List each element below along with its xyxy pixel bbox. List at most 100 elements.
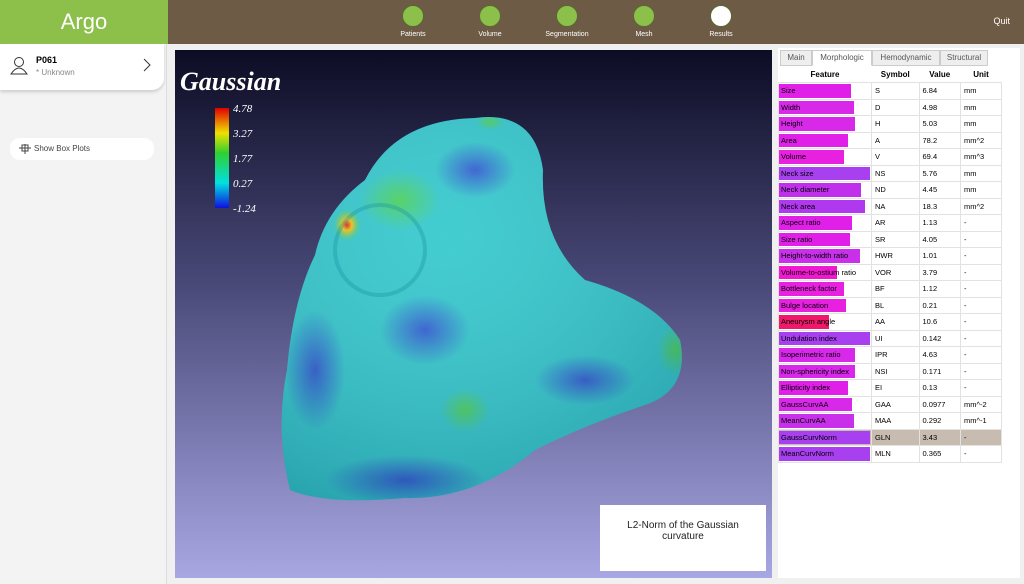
unit-cell: - <box>959 346 1003 364</box>
nav-item[interactable]: Results <box>681 4 761 38</box>
table-row[interactable]: Height-to-width ratio HWR 1.01- <box>778 247 1003 265</box>
value-cell: 10.6 <box>918 313 961 331</box>
feature-cell: Neck size <box>778 164 872 182</box>
feature-cell: Neck area <box>778 197 872 215</box>
feature-name: Volume <box>781 152 807 162</box>
viewport-title: Gaussian <box>180 67 281 96</box>
feature-bar <box>779 397 852 411</box>
feature-name: GaussCurvNorm <box>781 432 837 442</box>
unit-cell: - <box>959 379 1003 397</box>
feature-bar <box>779 447 871 461</box>
symbol-cell: VOR <box>871 263 920 281</box>
value-cell: 4.98 <box>918 98 961 116</box>
unit-cell: mm <box>959 181 1003 199</box>
feature-name: Size <box>781 86 796 96</box>
table-row[interactable]: Width D 4.98 mm <box>778 98 1003 116</box>
feature-name: Neck size <box>781 168 814 178</box>
tab[interactable]: Morphologic <box>812 50 872 66</box>
feature-cell: Aspect ratio <box>778 214 872 232</box>
table-row[interactable]: Neck size NS 5.76 mm <box>778 164 1003 182</box>
symbol-cell: D <box>871 98 920 116</box>
value-cell: 0.142 <box>918 329 961 347</box>
colorbar-label: -1.24 <box>233 203 256 215</box>
unit-cell: mm <box>959 115 1003 133</box>
tab[interactable]: Structural <box>940 50 988 66</box>
button-icon <box>19 143 31 154</box>
value-cell: 0.21 <box>918 296 961 314</box>
table-row[interactable]: MeanCurvNorm MLN 0.365- <box>778 445 1003 463</box>
table-row[interactable]: Area A 78.2 mm^2 <box>778 131 1003 149</box>
table-row[interactable]: GaussCurvNorm GLN 3.43- <box>778 428 1003 446</box>
feature-name: MeanCurvNorm <box>781 449 834 459</box>
table-row[interactable]: Size ratio SR 4.05- <box>778 230 1003 248</box>
table-row[interactable]: Aspect ratio AR 1.13- <box>778 214 1003 232</box>
symbol-cell: A <box>871 131 920 149</box>
nav-label: Segmentation <box>545 31 589 38</box>
nav-item[interactable]: Mesh <box>604 4 684 38</box>
feature-name: Size ratio <box>781 234 813 244</box>
tab[interactable]: Hemodynamic <box>872 50 940 66</box>
table-row[interactable]: Volume-to-ostium ratio VOR 3.79- <box>778 263 1003 281</box>
unit-cell: - <box>959 280 1003 298</box>
button-label: Show Box Plots <box>34 144 91 153</box>
value-cell: 18.3 <box>918 197 961 215</box>
table-row[interactable]: MeanCurvAA MAA 0.292 mm^-1 <box>778 412 1003 430</box>
feature-name: Width <box>781 102 801 112</box>
feature-name: Height <box>781 119 803 129</box>
feature-name: Neck area <box>781 201 816 211</box>
table-row[interactable]: Bulge location BL 0.21- <box>778 296 1003 314</box>
table-row[interactable]: Volume V 69.4 mm^3 <box>778 148 1003 166</box>
unit-cell: - <box>959 263 1003 281</box>
table-row[interactable]: Neck diameter ND 4.45 mm <box>778 181 1003 199</box>
annotation-wrap: L2-Norm of the Gaussian curvature <box>627 520 739 542</box>
nav-item[interactable]: Volume <box>450 4 530 38</box>
symbol-cell: AA <box>871 313 920 331</box>
table-row[interactable]: GaussCurvAA GAA 0.0977 mm^-2 <box>778 395 1003 413</box>
table-row[interactable]: Size S 6.84 mm <box>778 82 1003 100</box>
symbol-cell: NSI <box>871 362 920 380</box>
unit-cell: mm^2 <box>959 197 1003 215</box>
box-plots-button[interactable]: Show Box Plots <box>10 138 154 160</box>
value-cell: 1.01 <box>918 247 961 265</box>
column-header: Unit <box>973 69 989 79</box>
table-row[interactable]: Bottleneck factor BF 1.12- <box>778 280 1003 298</box>
patient-status: * Unknown <box>36 68 75 77</box>
symbol-cell: UI <box>871 329 920 347</box>
feature-bar <box>779 381 848 395</box>
nav-item[interactable]: Patients <box>373 4 453 38</box>
feature-name: Volume-to-ostium ratio <box>781 267 857 277</box>
table-row[interactable]: Height H 5.03 mm <box>778 115 1003 133</box>
table-row[interactable]: Isoperimetric ratio IPR 4.63- <box>778 346 1003 364</box>
nav-item[interactable]: Segmentation <box>527 4 607 38</box>
colorbar-label: 4.78 <box>233 103 253 115</box>
tab[interactable]: Main <box>780 50 812 66</box>
table-row[interactable]: Non-sphericity index NSI 0.171- <box>778 362 1003 380</box>
patient-id: P061 <box>36 55 58 65</box>
feature-cell: Volume <box>778 148 872 166</box>
feature-name: Height-to-width ratio <box>781 251 849 261</box>
unit-cell: - <box>959 214 1003 232</box>
value-cell: 4.63 <box>918 346 961 364</box>
viewport[interactable]: Gaussian 4.78 3.27 1.77 0.27 -1.24 L2-Norm o… <box>175 50 772 578</box>
feature-bar <box>779 150 845 164</box>
table-row[interactable]: Neck area NA 18.3 mm^2 <box>778 197 1003 215</box>
feature-bar <box>779 265 837 279</box>
feature-bar <box>779 331 871 345</box>
feature-cell: Width <box>778 98 872 116</box>
feature-cell: MeanCurvNorm <box>778 445 872 463</box>
feature-bar <box>779 199 866 213</box>
patient-card[interactable]: P061 * Unknown <box>0 44 164 90</box>
quit-button[interactable]: Quit <box>993 16 1010 26</box>
feature-name: Bottleneck factor <box>781 284 837 294</box>
table-row[interactable]: Ellipticity index EI 0.13- <box>778 379 1003 397</box>
nav-icon <box>402 5 424 27</box>
nav-icon <box>556 5 578 27</box>
unit-cell: - <box>959 445 1003 463</box>
value-cell: 1.12 <box>918 280 961 298</box>
unit-cell: - <box>959 313 1003 331</box>
feature-bar <box>779 84 851 98</box>
table-row[interactable]: Undulation index UI 0.142- <box>778 329 1003 347</box>
symbol-cell: S <box>871 82 920 100</box>
table-row[interactable]: Aneurysm angle AA 10.6- <box>778 313 1003 331</box>
